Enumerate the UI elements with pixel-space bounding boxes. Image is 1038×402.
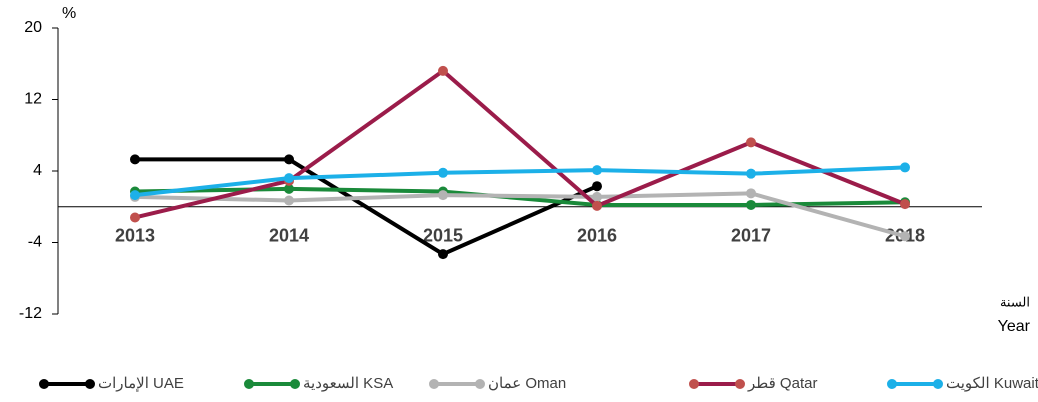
legend-label: قطر Qatar bbox=[747, 375, 817, 392]
point bbox=[284, 195, 294, 206]
x-tick-label: 2017 bbox=[731, 226, 771, 246]
point bbox=[746, 188, 756, 199]
legend-label: الكويت Kuwait bbox=[946, 375, 1038, 392]
y-tick-label: 12 bbox=[24, 91, 42, 108]
point bbox=[130, 190, 140, 201]
point bbox=[592, 181, 602, 192]
legend-label: الإمارات UAE bbox=[98, 375, 184, 392]
legend-marker bbox=[887, 379, 897, 389]
legend-marker bbox=[429, 379, 439, 389]
point bbox=[900, 231, 910, 242]
point bbox=[284, 173, 294, 184]
series-line bbox=[134, 191, 906, 239]
point bbox=[438, 65, 448, 76]
point bbox=[900, 199, 910, 210]
point bbox=[900, 162, 910, 173]
legend-marker bbox=[475, 379, 485, 389]
y-tick-label: 20 bbox=[24, 19, 42, 36]
y-tick-label: 4 bbox=[33, 162, 42, 179]
point bbox=[746, 137, 756, 148]
series-line bbox=[135, 157, 598, 257]
point bbox=[592, 191, 602, 202]
x-tick-label: 2014 bbox=[269, 226, 309, 246]
legend-marker bbox=[290, 379, 300, 389]
legend-marker bbox=[39, 379, 49, 389]
legend-marker bbox=[85, 379, 95, 389]
legend-marker bbox=[933, 379, 943, 389]
x-tick-label: 2016 bbox=[577, 226, 617, 246]
legend-marker bbox=[244, 379, 254, 389]
point bbox=[284, 183, 294, 194]
point bbox=[592, 165, 602, 176]
x-label-ar: السنة bbox=[1000, 294, 1030, 309]
point bbox=[746, 199, 756, 210]
point bbox=[746, 168, 756, 179]
series-line bbox=[134, 68, 906, 220]
point bbox=[284, 154, 294, 165]
point bbox=[592, 200, 602, 211]
point bbox=[438, 190, 448, 201]
y-tick-label: -12 bbox=[19, 305, 42, 322]
point bbox=[130, 154, 140, 165]
legend-label: السعودية KSA bbox=[303, 375, 393, 392]
x-label: Year bbox=[998, 318, 1031, 335]
series-line bbox=[134, 186, 906, 207]
point bbox=[438, 249, 448, 260]
y-tick-label: -4 bbox=[28, 234, 42, 251]
legend-marker bbox=[689, 379, 699, 389]
legend-marker bbox=[735, 379, 745, 389]
point bbox=[438, 167, 448, 178]
x-tick-label: 2013 bbox=[115, 226, 155, 246]
x-tick-label: 2015 bbox=[423, 226, 463, 246]
y-unit: % bbox=[62, 5, 76, 22]
legend-label: عمان Oman bbox=[488, 375, 566, 392]
series-line bbox=[134, 165, 906, 198]
point bbox=[130, 212, 140, 223]
